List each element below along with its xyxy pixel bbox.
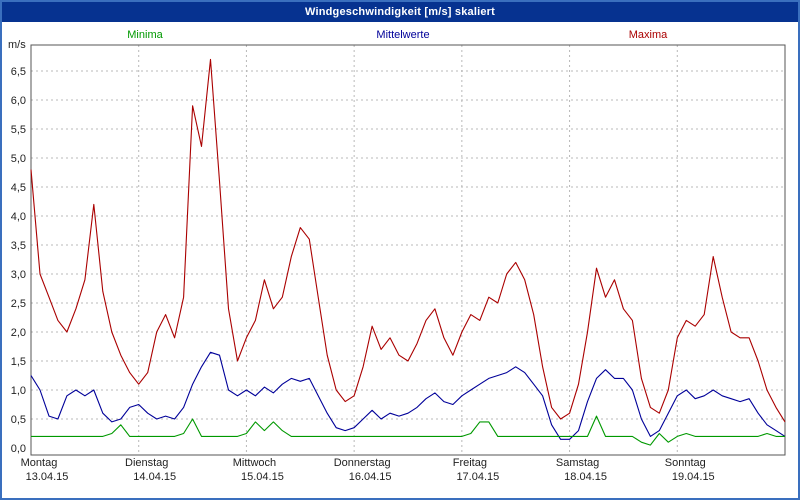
legend-maxima: Maxima	[628, 29, 668, 41]
series-line-mittelwerte	[30, 351, 786, 440]
x-day-name-label: Freitag	[453, 457, 487, 469]
plot-border	[30, 44, 786, 456]
y-tick-label: 1,5	[11, 356, 26, 368]
x-day-date-label: 16.04.15	[349, 471, 392, 483]
y-tick-label: 3,5	[11, 240, 26, 252]
y-tick-label: 1,0	[11, 385, 26, 397]
chart-title: Windgeschwindigkeit [m/s] skaliert	[304, 6, 496, 18]
x-day-name-label: Sonntag	[665, 457, 706, 469]
y-tick-label: 6,5	[11, 66, 26, 78]
y-tick-label: 4,0	[11, 211, 26, 223]
x-day-date-label: 13.04.15	[26, 471, 69, 483]
x-day-date-label: 18.04.15	[564, 471, 607, 483]
y-tick-label: 0,0	[11, 443, 26, 455]
x-day-date-label: 15.04.15	[241, 471, 284, 483]
series-line-maxima	[30, 58, 786, 423]
x-day-name-label: Montag	[21, 457, 58, 469]
y-axis-unit-label: m/s	[8, 39, 26, 51]
y-tick-label: 6,0	[11, 95, 26, 107]
y-tick-label: 2,5	[11, 298, 26, 310]
title-bar: Windgeschwindigkeit [m/s] skaliert	[2, 2, 798, 22]
y-tick-label: 0,5	[11, 414, 26, 426]
y-tick-label: 5,0	[11, 153, 26, 165]
legend-minima: Minima	[127, 29, 163, 41]
y-tick-label: 4,5	[11, 182, 26, 194]
x-day-date-label: 14.04.15	[133, 471, 176, 483]
x-day-name-label: Samstag	[556, 457, 599, 469]
series-line-minima	[31, 415, 785, 446]
x-day-name-label: Mittwoch	[233, 457, 276, 469]
legend-mittelwerte: Mittelwerte	[376, 29, 430, 41]
y-tick-label: 2,0	[11, 327, 26, 339]
y-tick-label: 5,5	[11, 124, 26, 136]
x-day-name-label: Dienstag	[125, 457, 168, 469]
x-day-date-label: 17.04.15	[456, 471, 499, 483]
y-tick-label: 3,0	[11, 269, 26, 281]
x-day-date-label: 19.04.15	[672, 471, 715, 483]
x-day-name-label: Donnerstag	[334, 457, 391, 469]
